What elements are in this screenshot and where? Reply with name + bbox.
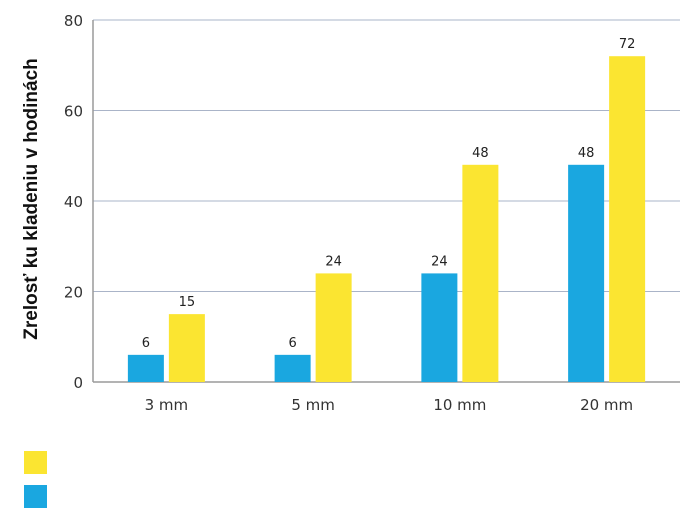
yellow-bar — [168, 314, 205, 382]
legend-item-yellow — [24, 450, 55, 474]
y-tick-label: 60 — [64, 103, 83, 121]
data-label: 72 — [619, 37, 636, 52]
legend-swatch-yellow — [24, 450, 47, 474]
data-label: 6 — [142, 336, 150, 351]
yellow-bar — [609, 56, 646, 382]
bar-chart: 0 20 40 60 80 6 15 6 24 24 48 48 72 3 mm 5 mm 10 mm 20… — [21, 12, 680, 414]
y-tick-label: 20 — [64, 284, 83, 302]
data-label: 24 — [431, 254, 448, 269]
y-tick-label: 0 — [73, 374, 83, 392]
x-tick-label: 3 mm — [145, 396, 189, 414]
blue-bar — [274, 354, 311, 382]
y-tick-label: 40 — [64, 193, 83, 211]
x-tick-label: 20 mm — [580, 396, 633, 414]
y-axis-label: Zrelosť ku kladeniu v hodinách — [21, 58, 42, 340]
blue-bar — [421, 273, 458, 382]
data-label: 48 — [472, 146, 489, 161]
legend — [24, 450, 55, 518]
x-tick-label: 10 mm — [433, 396, 486, 414]
x-axis-ticks: 3 mm 5 mm 10 mm 20 mm — [145, 396, 634, 414]
yellow-bar — [315, 273, 352, 382]
bars: 6 15 6 24 24 48 48 72 — [127, 37, 646, 382]
data-label: 24 — [325, 254, 342, 269]
data-label: 6 — [288, 336, 296, 351]
data-label: 15 — [179, 295, 196, 310]
y-tick-label: 80 — [64, 12, 83, 30]
data-label: 48 — [578, 146, 595, 161]
blue-bar — [127, 354, 164, 382]
legend-item-blue — [24, 484, 55, 508]
y-axis-ticks: 0 20 40 60 80 — [64, 12, 83, 392]
yellow-bar — [462, 164, 499, 382]
x-tick-label: 5 mm — [291, 396, 335, 414]
blue-bar — [568, 164, 605, 382]
legend-swatch-blue — [24, 484, 47, 508]
